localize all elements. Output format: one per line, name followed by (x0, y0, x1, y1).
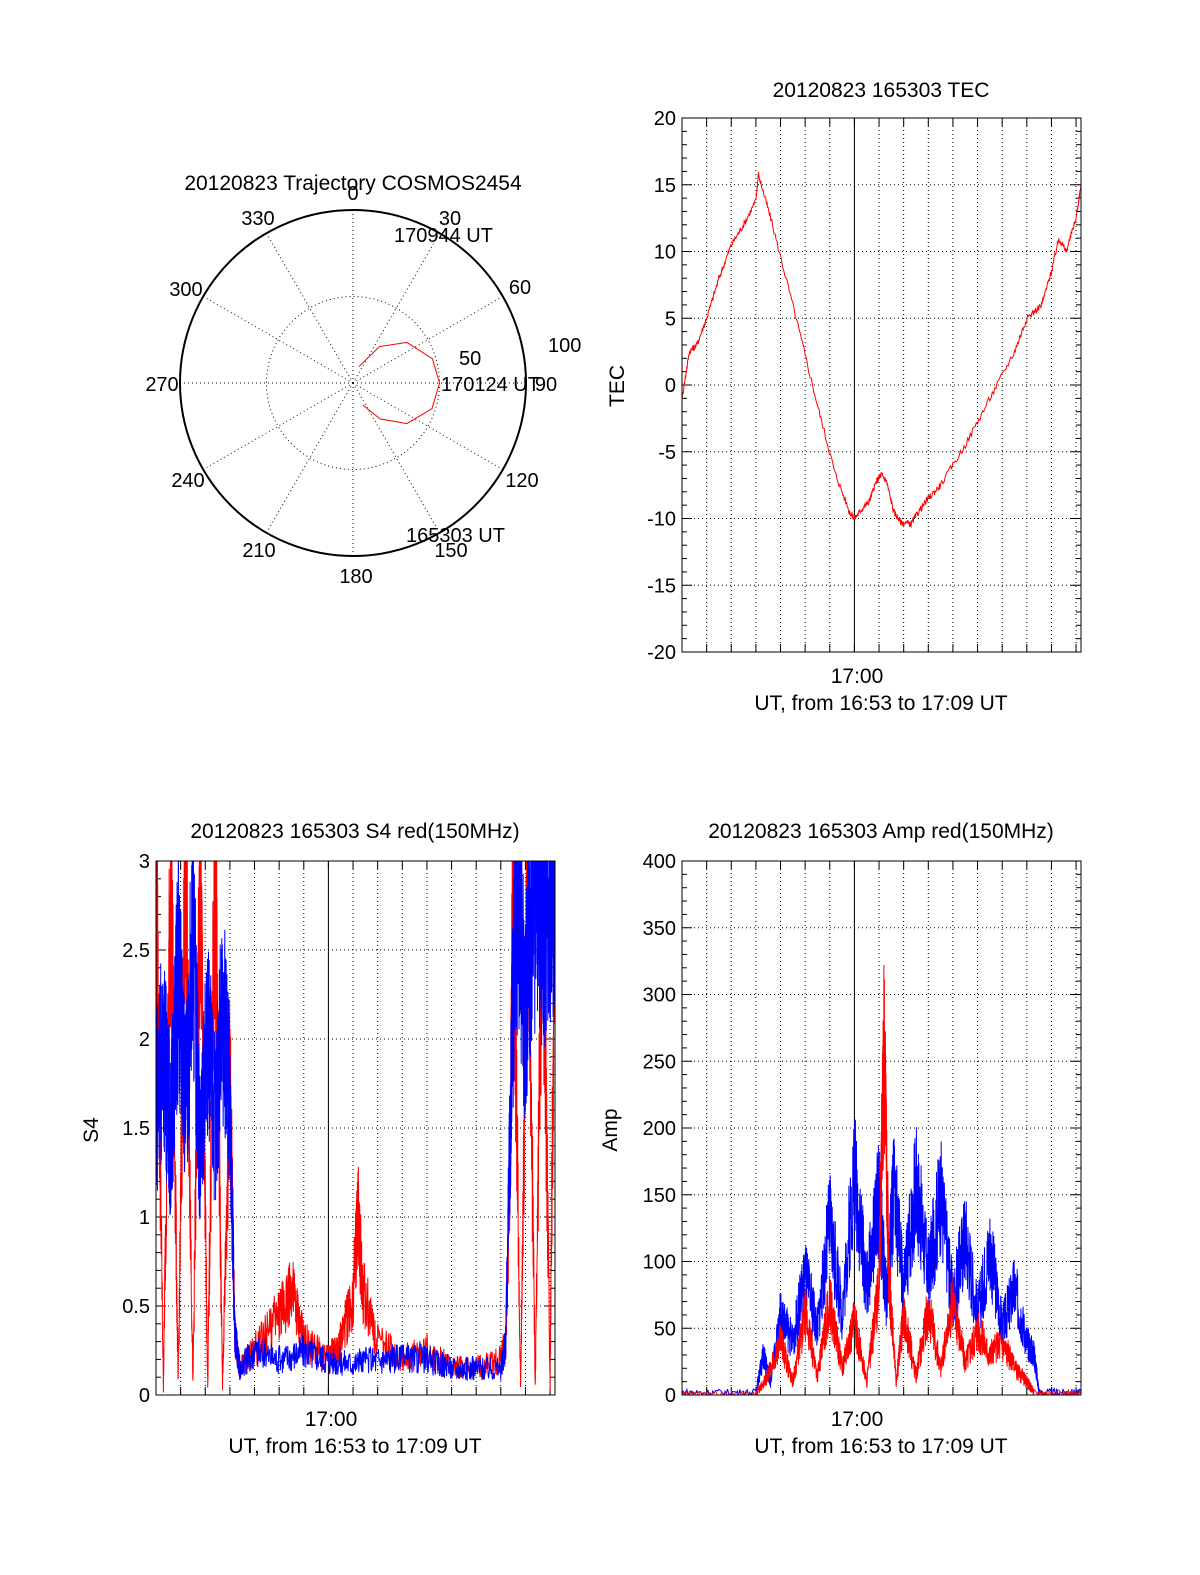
polar-angle-label-0: 0 (347, 183, 358, 205)
polar-spoke-120 (352, 382, 504, 470)
amp-series-blue (682, 1119, 1081, 1395)
amp-x-axis-label: UT, from 16:53 to 17:09 UT (754, 1435, 1007, 1458)
polar-angle-label-330: 330 (241, 208, 274, 230)
tec-ytick-label: 5 (665, 308, 676, 330)
s4-y-axis-label: S4 (80, 1117, 103, 1143)
amp-ytick-label: 400 (643, 851, 676, 873)
tec-ytick-label: -20 (647, 642, 676, 664)
trajectory-mid-label: 170124 UT (441, 374, 540, 396)
tec-xtick-label: 17:00 (831, 665, 884, 688)
polar-spoke-210 (266, 382, 354, 534)
tec-ytick-label: -15 (647, 575, 676, 597)
tec-frame (681, 117, 1082, 653)
polar-angle-label-90: 90 (535, 374, 557, 396)
polar-spoke-330 (266, 232, 354, 384)
amp-ytick-label: 50 (654, 1318, 676, 1340)
amp-ytick-label: 100 (643, 1252, 676, 1274)
polar-angle-label-180: 180 (339, 566, 372, 588)
s4-ytick-label: 0 (139, 1385, 150, 1407)
polar-spoke-240 (202, 382, 354, 470)
s4-plot-area: 3 2.5 2 1.5 1 0.5 0 (122, 851, 556, 1407)
amp-title: 20120823 165303 Amp red(150MHz) (708, 820, 1054, 843)
trajectory-end-label: 170944 UT (394, 225, 493, 247)
amp-ytick-label: 0 (665, 1385, 676, 1407)
s4-ytick-label: 1 (139, 1207, 150, 1229)
s4-x-axis-label: UT, from 16:53 to 17:09 UT (228, 1435, 481, 1458)
s4-xtick-label: 17:00 (305, 1408, 358, 1431)
polar-angle-label-300: 300 (169, 279, 202, 301)
s4-series-red (156, 861, 555, 1393)
s4-ytick-label: 2.5 (122, 940, 150, 962)
amp-series-red (682, 964, 1081, 1395)
s4-frame (155, 860, 556, 1396)
polar-angle-labels: 0 30 60 90 120 150 180 210 240 270 300 330 (145, 183, 557, 588)
tec-ytick-label: 0 (665, 375, 676, 397)
tec-series-red (682, 171, 1081, 529)
amp-frame (681, 860, 1082, 1396)
polar-radius-label-100: 100 (548, 335, 581, 357)
amp-ytick-label: 350 (643, 918, 676, 940)
polar-spoke-60 (352, 296, 504, 384)
polar-angle-label-270: 270 (145, 374, 178, 396)
polar-radius-label-50: 50 (459, 348, 481, 370)
tec-ytick-label: 10 (654, 242, 676, 264)
amp-y-axis-label: Amp (599, 1108, 622, 1151)
polar-angle-label-30: 30 (439, 208, 461, 230)
polar-angle-label-60: 60 (509, 277, 531, 299)
tec-panel: 20120823 165303 TEC 20151050-5-10-15-20 … (606, 79, 1082, 715)
s4-panel: 20120823 165303 S4 red(150MHz) 3 2.5 2 1.5 1… (80, 820, 556, 1458)
polar-angle-label-240: 240 (171, 470, 204, 492)
tec-ytick-label: -5 (658, 442, 676, 464)
amp-ytick-label: 250 (643, 1051, 676, 1073)
tec-x-axis-label: UT, from 16:53 to 17:09 UT (754, 692, 1007, 715)
amp-ytick-label: 150 (643, 1185, 676, 1207)
polar-title: 20120823 Trajectory COSMOS2454 (184, 172, 522, 195)
trajectory-start-label: 165303 UT (406, 525, 505, 547)
tec-plot-area: 20 15 10 5 0 -5 -10 -15 -20 (647, 108, 1082, 664)
polar-angle-label-210: 210 (242, 540, 275, 562)
tec-ytick-label: -10 (647, 509, 676, 531)
amp-plot-area: 400 350 300 250 200 150 100 50 0 (643, 851, 1082, 1407)
s4-title: 20120823 165303 S4 red(150MHz) (190, 820, 519, 843)
amp-ytick-label: 300 (643, 985, 676, 1007)
polar-angle-label-150: 150 (434, 540, 467, 562)
polar-spoke-300 (202, 296, 354, 384)
polar-angle-label-120: 120 (505, 470, 538, 492)
polar-spoke-150 (352, 382, 440, 534)
polar-panel: 20120823 Trajectory COSMOS2454 0 30 60 90 12… (145, 172, 581, 588)
polar-trajectory-line (358, 341, 441, 425)
amp-xtick-label: 17:00 (831, 1408, 884, 1431)
tec-title: 20120823 165303 TEC (773, 79, 990, 102)
s4-ytick-label: 2 (139, 1029, 150, 1051)
s4-series-blue (156, 861, 555, 1381)
tec-ytick-label: 15 (654, 175, 676, 197)
amp-panel: 20120823 165303 Amp red(150MHz) 400 350 30… (599, 820, 1082, 1458)
amp-ytick-label: 200 (643, 1118, 676, 1140)
tec-y-axis-label: TEC (606, 365, 629, 407)
tec-ytick-label: 20 (654, 108, 676, 130)
s4-ytick-label: 1.5 (122, 1118, 150, 1140)
s4-ytick-label: 0.5 (122, 1296, 150, 1318)
s4-ytick-label: 3 (139, 851, 150, 873)
